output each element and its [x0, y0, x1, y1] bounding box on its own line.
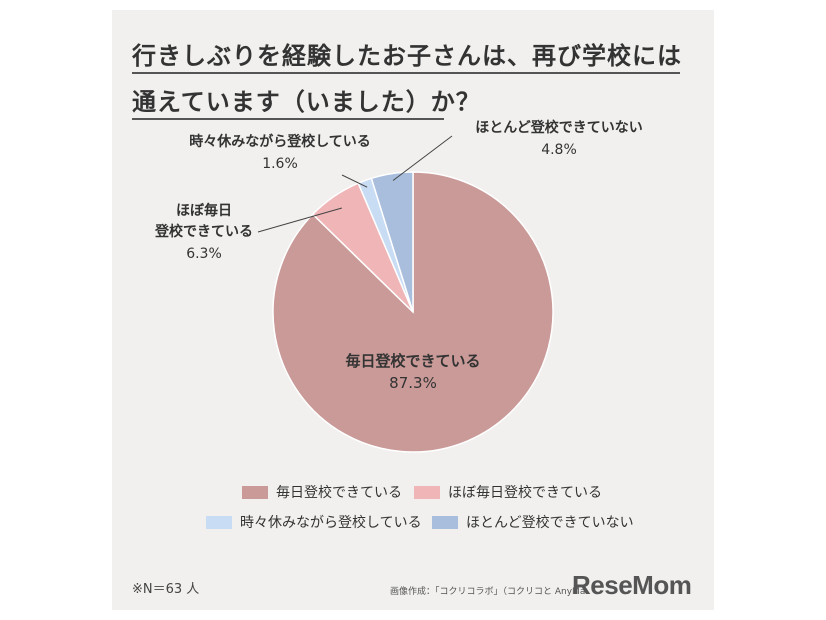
- slice-value-label: 4.8%: [541, 142, 577, 158]
- leader-line: [341, 174, 368, 188]
- title-underline: [132, 118, 444, 120]
- slice-label: ほとんど登校できていない: [475, 119, 643, 136]
- chart-card: 行きしぶりを経験したお子さんは、再び学校には 通えています（いました）か？ 毎日…: [112, 10, 714, 610]
- slice-label: ほぼ毎日: [176, 202, 232, 219]
- title-underline: [132, 72, 680, 74]
- resemom-logo: ReseMom: [572, 570, 692, 600]
- image-credit: 画像作成：「コクリコラボ」（コクリコと AnyMa: [390, 587, 586, 597]
- sample-size-note: ※N＝63 人: [132, 582, 200, 597]
- legend-label: ほぼ毎日登校できている: [448, 485, 602, 501]
- legend-item: 時々休みながら登校している: [206, 512, 422, 532]
- slice-value-label: 6.3%: [186, 246, 222, 262]
- legend-swatch: [206, 515, 232, 529]
- legend-swatch: [242, 485, 268, 499]
- slice-label: 時々休みながら登校している: [189, 133, 371, 150]
- slice-value-label: 87.3%: [389, 374, 437, 392]
- legend-label: 毎日登校できている: [276, 485, 402, 501]
- legend-label: ほとんど登校できていない: [466, 515, 634, 531]
- legend-swatch: [414, 485, 440, 499]
- legend-item: 毎日登校できている: [242, 482, 402, 502]
- slice-value-label: 1.6%: [262, 156, 298, 172]
- legend-item: ほぼ毎日登校できている: [414, 482, 602, 502]
- leader-line: [392, 135, 453, 181]
- legend-swatch: [432, 515, 458, 529]
- pie-slice: [370, 171, 414, 313]
- chart-title-line-1: 行きしぶりを経験したお子さんは、再び学校には: [132, 42, 682, 70]
- slice-label: 毎日登校できている: [345, 352, 480, 370]
- slice-label: 登校できている: [154, 223, 253, 240]
- pie-chart: 毎日登校できている 87.3% ほぼ毎日登校できている 6.3% 時々休みながら登校して…: [154, 119, 643, 453]
- chart-title-line-2: 通えています（いました）か？: [132, 88, 481, 116]
- legend-item: ほとんど登校できていない: [432, 512, 634, 532]
- leader-line: [257, 207, 342, 233]
- legend-label: 時々休みながら登校している: [240, 515, 422, 531]
